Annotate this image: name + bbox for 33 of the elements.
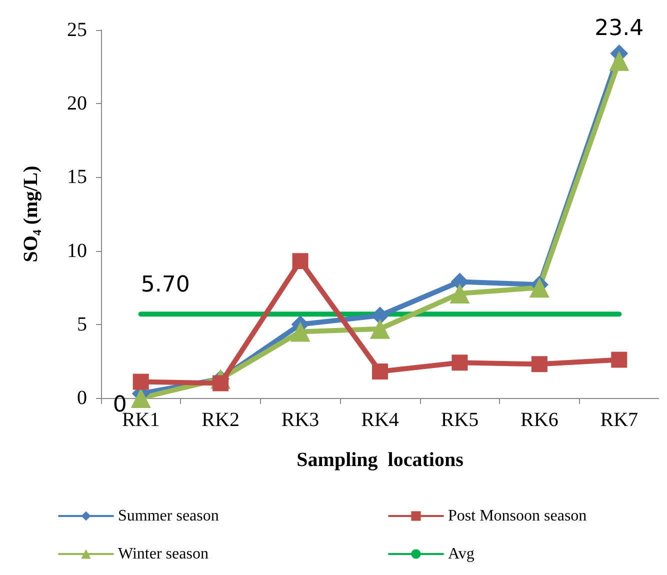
x-axis-title: Sampling locations <box>296 449 464 471</box>
x-tick-label: RK7 <box>600 409 638 431</box>
point <box>529 278 550 298</box>
x-tick-label: RK5 <box>440 409 479 431</box>
point <box>132 374 149 390</box>
legend-label: Winter season <box>118 546 208 562</box>
point <box>370 318 390 339</box>
y-tick-label: 20 <box>67 92 87 115</box>
point <box>371 306 389 325</box>
point <box>450 283 470 304</box>
point <box>452 354 468 371</box>
legend-label: Summer season <box>118 508 219 524</box>
point <box>372 364 388 380</box>
point <box>290 322 310 342</box>
y-tick-label: 25 <box>67 19 87 41</box>
y-tick-label: 0 <box>77 387 87 409</box>
point <box>609 50 630 71</box>
legend-label: Avg <box>448 546 474 562</box>
point <box>611 352 628 368</box>
x-tick-label: RK6 <box>520 409 558 431</box>
x-tick-label: RK3 <box>281 409 320 431</box>
point <box>531 356 548 372</box>
point <box>292 253 308 270</box>
data-label: 5.70 <box>140 272 190 298</box>
y-axis-title: SO₄ (mg/L) <box>20 166 42 262</box>
y-tick-label: 10 <box>67 240 87 262</box>
legend-label: Post Monsoon season <box>448 508 587 524</box>
y-tick-label: 5 <box>77 313 87 336</box>
point <box>130 388 151 408</box>
x-tick-label: RK4 <box>361 409 399 431</box>
x-tick-label: RK2 <box>202 409 240 431</box>
data-label: 23.4 <box>594 16 644 42</box>
y-tick-label: 15 <box>67 166 87 188</box>
